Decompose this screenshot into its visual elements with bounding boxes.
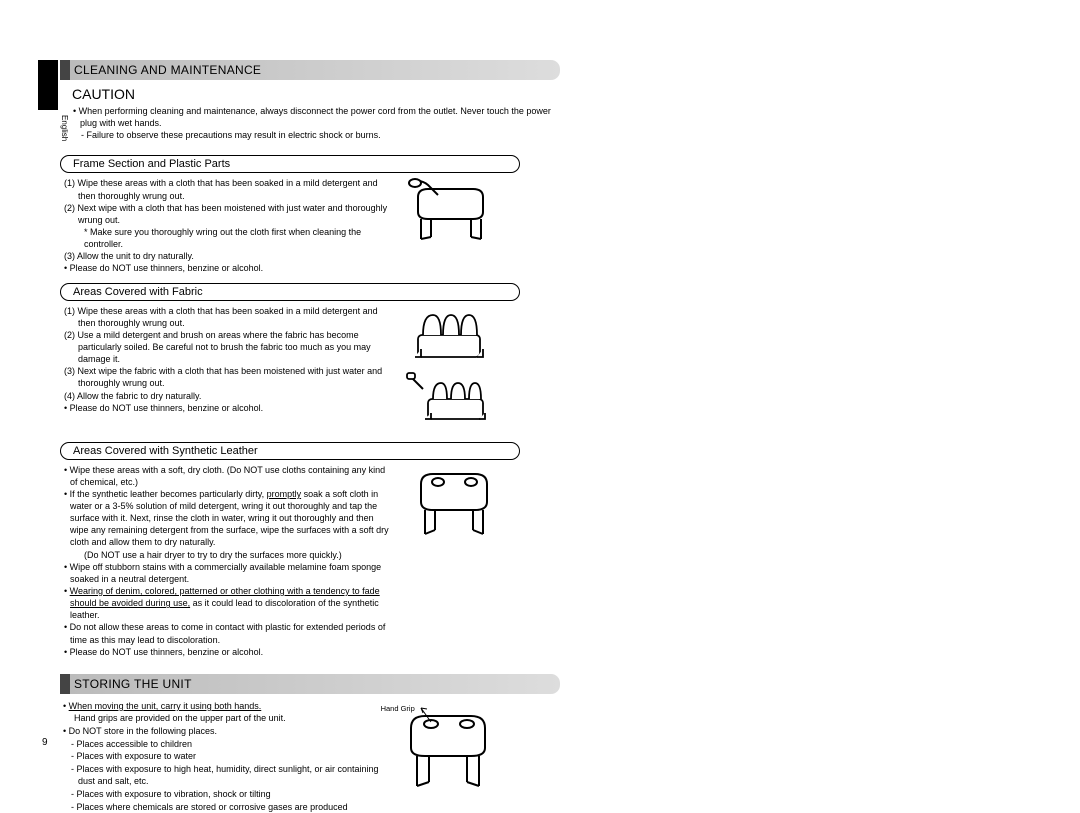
device-handgrip-icon [389,700,504,800]
leather-l1: • Wipe these areas with a soft, dry clot… [64,464,393,488]
language-tab-bg [38,60,58,110]
subheader-fabric: Areas Covered with Fabric [60,283,520,301]
device-fabric-icon-2 [403,369,498,434]
page-content: CLEANING AND MAINTENANCE CAUTION • When … [60,60,560,813]
leather-l6: • Please do NOT use thinners, benzine or… [64,646,393,658]
section-storing-header: STORING THE UNIT [60,674,560,694]
block-leather: • Wipe these areas with a soft, dry clot… [60,464,560,658]
block-fabric: (1) Wipe these areas with a cloth that h… [60,305,560,434]
subheader-frame: Frame Section and Plastic Parts [60,155,520,173]
fabric-l1: (1) Wipe these areas with a cloth that h… [64,305,393,329]
frame-l2-note: * Make sure you thoroughly wring out the… [64,226,393,250]
caution-body: • When performing cleaning and maintenan… [72,105,560,141]
storing-l1-sub: Hand grips are provided on the upper par… [60,712,389,725]
fabric-l3: (3) Next wipe the fabric with a cloth th… [64,365,393,389]
leather-l3: • Wipe off stubborn stains with a commer… [64,561,393,585]
frame-l4: • Please do NOT use thinners, benzine or… [64,262,393,274]
frame-l1: (1) Wipe these areas with a cloth that h… [64,177,393,201]
frame-l3: (3) Allow the unit to dry naturally. [64,250,393,262]
leather-text: • Wipe these areas with a soft, dry clot… [60,464,393,658]
storing-l2: • Do NOT store in the following places. [60,725,389,738]
leather-l2: • If the synthetic leather becomes parti… [64,488,393,549]
device-leather-icon [403,464,503,544]
storing-l1: • When moving the unit, carry it using b… [60,700,389,713]
storing-l2b: - Places with exposure to water [60,750,389,763]
storing-l2c: - Places with exposure to high heat, hum… [60,763,389,788]
frame-text: (1) Wipe these areas with a cloth that h… [60,177,393,274]
device-fabric-icon-1 [403,305,498,365]
fabric-l4: (4) Allow the fabric to dry naturally. [64,390,393,402]
leather-l4: • Wearing of denim, colored, patterned o… [64,585,393,621]
block-frame: (1) Wipe these areas with a cloth that h… [60,177,560,274]
storing-diagram: Hand Grip [389,700,560,813]
frame-diagram [393,177,560,274]
page-number: 9 [42,737,48,748]
section-cleaning-title: CLEANING AND MAINTENANCE [74,63,261,77]
leather-diagram [393,464,560,658]
storing-l2d: - Places with exposure to vibration, sho… [60,788,389,801]
fabric-l5: • Please do NOT use thinners, benzine or… [64,402,393,414]
block-storing: • When moving the unit, carry it using b… [60,700,560,813]
fabric-diagram [393,305,560,434]
section-cleaning-header: CLEANING AND MAINTENANCE [60,60,560,80]
caution-heading: CAUTION [72,86,560,102]
storing-l2a: - Places accessible to children [60,738,389,751]
caution-sub: - Failure to observe these precautions m… [72,129,560,141]
subheader-leather: Areas Covered with Synthetic Leather [60,442,520,460]
section-storing-title: STORING THE UNIT [74,677,192,691]
device-wipe-icon [403,177,498,247]
caution-bullet: • When performing cleaning and maintenan… [72,105,560,129]
leather-l2-note: (Do NOT use a hair dryer to try to dry t… [64,549,393,561]
handgrip-label: Hand Grip [381,704,415,713]
storing-l2e: - Places where chemicals are stored or c… [60,801,389,813]
fabric-text: (1) Wipe these areas with a cloth that h… [60,305,393,434]
leather-l5: • Do not allow these areas to come in co… [64,621,393,645]
fabric-l2: (2) Use a mild detergent and brush on ar… [64,329,393,365]
storing-text: • When moving the unit, carry it using b… [60,700,389,813]
frame-l2: (2) Next wipe with a cloth that has been… [64,202,393,226]
